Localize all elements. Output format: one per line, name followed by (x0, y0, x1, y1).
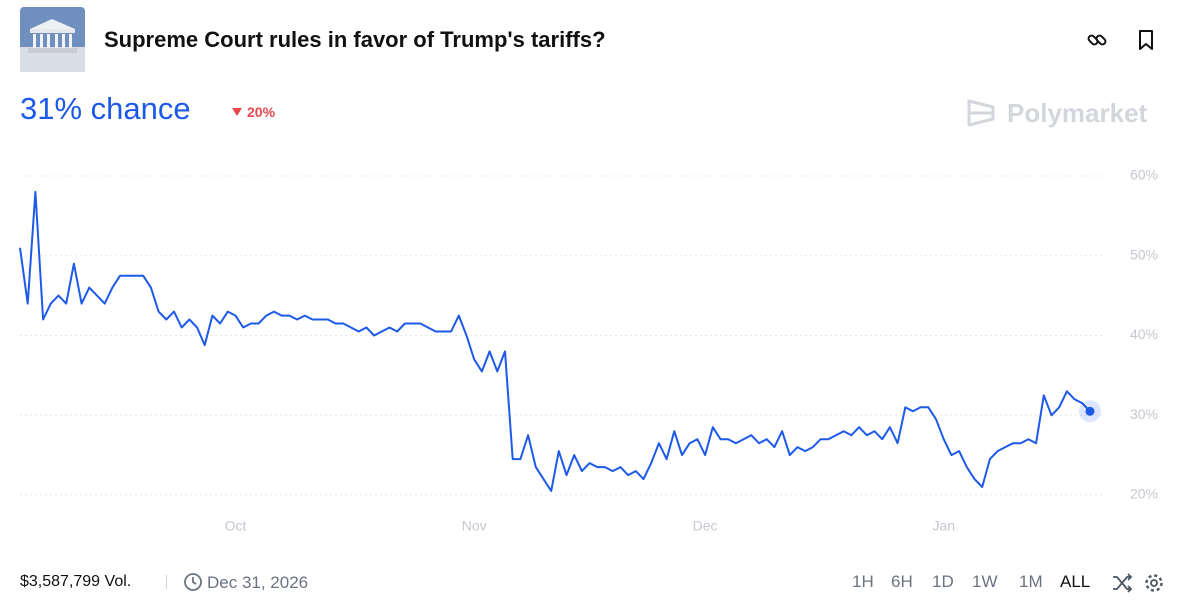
timeframe-button[interactable]: 1W (972, 572, 998, 591)
price-line (19, 190, 1091, 492)
market-thumbnail (20, 7, 85, 72)
shuffle-button[interactable] (1111, 572, 1133, 594)
clock-icon (184, 573, 202, 591)
y-tick-label: 40% (1130, 326, 1158, 342)
last-point (1085, 406, 1095, 416)
timeframe-button[interactable]: 1H (852, 572, 874, 591)
x-tick-label: Oct (225, 518, 247, 534)
change: 20% (247, 104, 276, 120)
y-tick-label: 20% (1130, 486, 1158, 502)
chance: 31% chance (20, 91, 191, 126)
brand: Polymarket (1007, 98, 1148, 128)
volume: $3,587,799 Vol. (20, 573, 132, 590)
timeframe-button[interactable]: ALL (1060, 572, 1091, 591)
link-button[interactable] (1085, 28, 1109, 52)
separator (166, 575, 167, 589)
timeframe-button[interactable]: 6H (891, 572, 913, 591)
down-icon (232, 108, 242, 116)
end-date: Dec 31, 2026 (207, 573, 309, 592)
y-tick-label: 50% (1130, 246, 1158, 262)
brand-logo (967, 99, 995, 127)
settings-button[interactable] (1143, 572, 1165, 594)
bookmark-button[interactable] (1134, 28, 1158, 52)
x-tick-label: Dec (693, 518, 718, 534)
y-tick-label: 30% (1130, 406, 1158, 422)
x-tick-label: Jan (932, 518, 955, 534)
timeframe-button[interactable]: 1D (932, 572, 954, 591)
market-title: Supreme Court rules in favor of Trump's … (104, 27, 606, 52)
chart: 20% 30% 40% 50% 60% Oct Nov Dec Jan (19, 167, 1158, 534)
x-tick-label: Nov (462, 518, 487, 534)
timeframe-button[interactable]: 1M (1019, 572, 1043, 591)
y-tick-label: 60% (1130, 167, 1158, 183)
